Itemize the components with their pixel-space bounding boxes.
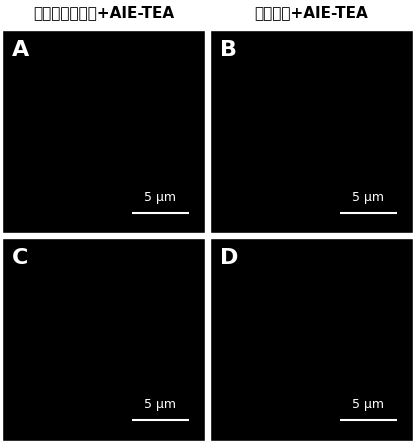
Text: C: C (12, 248, 29, 268)
Text: 金黄色葡萄球菌+AIE-TEA: 金黄色葡萄球菌+AIE-TEA (33, 5, 174, 20)
Text: 5 μm: 5 μm (352, 398, 384, 412)
Text: 5 μm: 5 μm (144, 398, 176, 412)
Text: A: A (12, 40, 29, 60)
Text: 5 μm: 5 μm (352, 191, 384, 204)
Text: 大肠杆菌+AIE-TEA: 大肠杆菌+AIE-TEA (254, 5, 369, 20)
Text: B: B (220, 40, 237, 60)
Text: 5 μm: 5 μm (144, 191, 176, 204)
Text: D: D (220, 248, 239, 268)
